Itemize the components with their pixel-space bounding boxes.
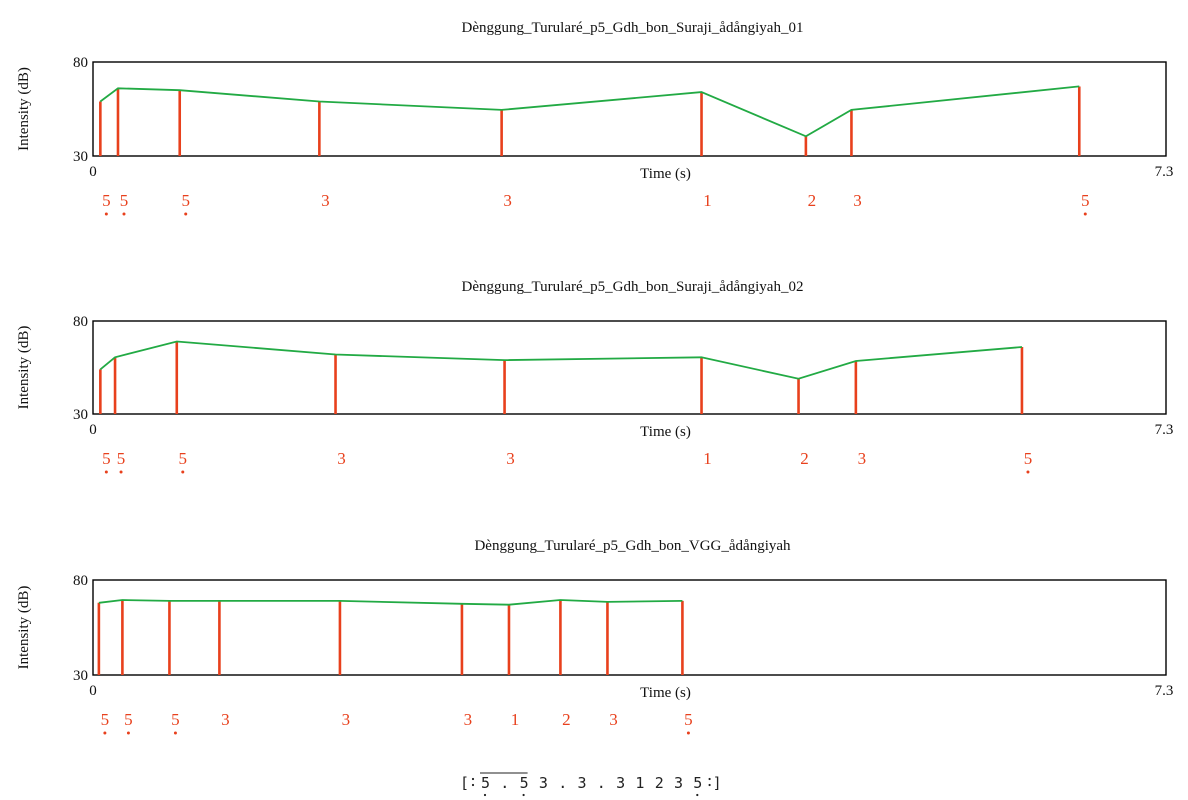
figure: Dènggung_Turularé_p5_Gdh_bon_Suraji_ådån…: [16, 20, 1173, 735]
note-label: 5: [171, 710, 180, 729]
note-label: 3: [321, 191, 330, 210]
note-label: 3: [609, 710, 618, 729]
low-octave-dot: [696, 793, 699, 797]
note-label: 5: [120, 191, 129, 210]
low-octave-dot: [1026, 470, 1030, 474]
repeat-dot: [708, 783, 711, 787]
intensity-contour: [98, 599, 683, 606]
notation-cell: 5: [481, 774, 490, 792]
notation-cell: 2: [655, 774, 664, 792]
plot-frame: [92, 320, 1167, 415]
note-label: 5: [101, 710, 110, 729]
note-label: 2: [808, 191, 817, 210]
x-tick-label: 7.3: [1155, 164, 1174, 180]
repeat-dot: [708, 777, 711, 781]
notation-cell: 3: [578, 774, 587, 792]
note-label: 1: [511, 710, 520, 729]
note-label: 3: [337, 449, 346, 468]
low-octave-dot: [483, 793, 487, 797]
note-label: 1: [703, 449, 712, 468]
chart-title: Dènggung_Turularé_p5_Gdh_bon_Suraji_ådån…: [462, 279, 804, 295]
x-axis-label: Time (s): [640, 685, 691, 701]
low-octave-dot: [181, 470, 185, 474]
y-tick-label: 30: [73, 149, 88, 165]
low-octave-dot: [122, 212, 126, 216]
chart-panel-1: Dènggung_Turularé_p5_Gdh_bon_Suraji_ådån…: [16, 20, 1173, 216]
x-tick-label: 7.3: [1155, 683, 1174, 699]
chart-panel-3: Dènggung_Turularé_p5_Gdh_bon_VGG_ådångiy…: [16, 538, 1173, 735]
y-tick-label: 80: [73, 55, 88, 71]
repeat-dot: [471, 783, 475, 787]
low-octave-dot: [104, 470, 108, 474]
low-octave-dot: [173, 731, 177, 735]
plot-frame: [92, 579, 1167, 676]
kepatihan-notation: [5. 5 3. 3. 3 1 2 3 5]: [460, 772, 722, 797]
notation-cell: .: [500, 774, 509, 792]
repeat-dot: [471, 777, 475, 781]
note-label: 1: [703, 191, 712, 210]
notation-cell: .: [558, 774, 567, 792]
x-tick-label: 0: [89, 683, 97, 699]
note-label: 3: [464, 710, 473, 729]
note-label: 5: [102, 449, 111, 468]
repeat-open-sign: [: [460, 774, 469, 792]
low-octave-dot: [522, 793, 525, 797]
x-axis-label: Time (s): [640, 166, 691, 182]
chart-panel-2: Dènggung_Turularé_p5_Gdh_bon_Suraji_ådån…: [16, 279, 1173, 474]
intensity-contour: [99, 85, 1080, 138]
notation-cell: .: [597, 774, 606, 792]
note-label: 5: [181, 191, 190, 210]
notation-cell: 3: [616, 774, 625, 792]
repeat-close-sign: ]: [713, 774, 722, 792]
note-label: 2: [562, 710, 571, 729]
low-octave-dot: [119, 470, 123, 474]
low-octave-dot: [184, 212, 188, 216]
y-tick-label: 80: [73, 573, 88, 589]
notation-cell: 3: [674, 774, 683, 792]
note-label: 3: [506, 449, 515, 468]
intensity-contour: [99, 340, 1023, 380]
note-label: 5: [1024, 449, 1033, 468]
note-label: 5: [1081, 191, 1090, 210]
y-tick-label: 30: [73, 668, 88, 684]
x-tick-label: 7.3: [1155, 422, 1174, 438]
note-label: 5: [117, 449, 126, 468]
notation-cell: 1: [635, 774, 644, 792]
chart-title: Dènggung_Turularé_p5_Gdh_bon_Suraji_ådån…: [462, 20, 804, 36]
notation-cell: 5: [693, 774, 702, 792]
low-octave-dot: [686, 731, 690, 735]
note-label: 3: [342, 710, 351, 729]
note-label: 3: [503, 191, 512, 210]
y-tick-label: 30: [73, 407, 88, 423]
y-axis-label: Intensity (dB): [16, 586, 32, 670]
plot-frame: [92, 61, 1167, 157]
note-label: 3: [858, 449, 867, 468]
x-axis-label: Time (s): [640, 424, 691, 440]
note-label: 5: [124, 710, 133, 729]
note-label: 5: [684, 710, 693, 729]
note-label: 5: [179, 449, 188, 468]
low-octave-dot: [103, 731, 107, 735]
note-label: 5: [102, 191, 111, 210]
note-label: 3: [853, 191, 862, 210]
notation-cell: 3: [539, 774, 548, 792]
x-tick-label: 0: [89, 422, 97, 438]
notation-cell: 5: [520, 774, 529, 792]
y-axis-label: Intensity (dB): [16, 67, 32, 151]
note-label: 3: [221, 710, 230, 729]
low-octave-dot: [126, 731, 130, 735]
note-label: 2: [800, 449, 809, 468]
low-octave-dot: [1083, 212, 1087, 216]
chart-title: Dènggung_Turularé_p5_Gdh_bon_VGG_ådångiy…: [474, 538, 791, 554]
y-axis-label: Intensity (dB): [16, 326, 32, 410]
low-octave-dot: [104, 212, 108, 216]
x-tick-label: 0: [89, 164, 97, 180]
y-tick-label: 80: [73, 314, 88, 330]
